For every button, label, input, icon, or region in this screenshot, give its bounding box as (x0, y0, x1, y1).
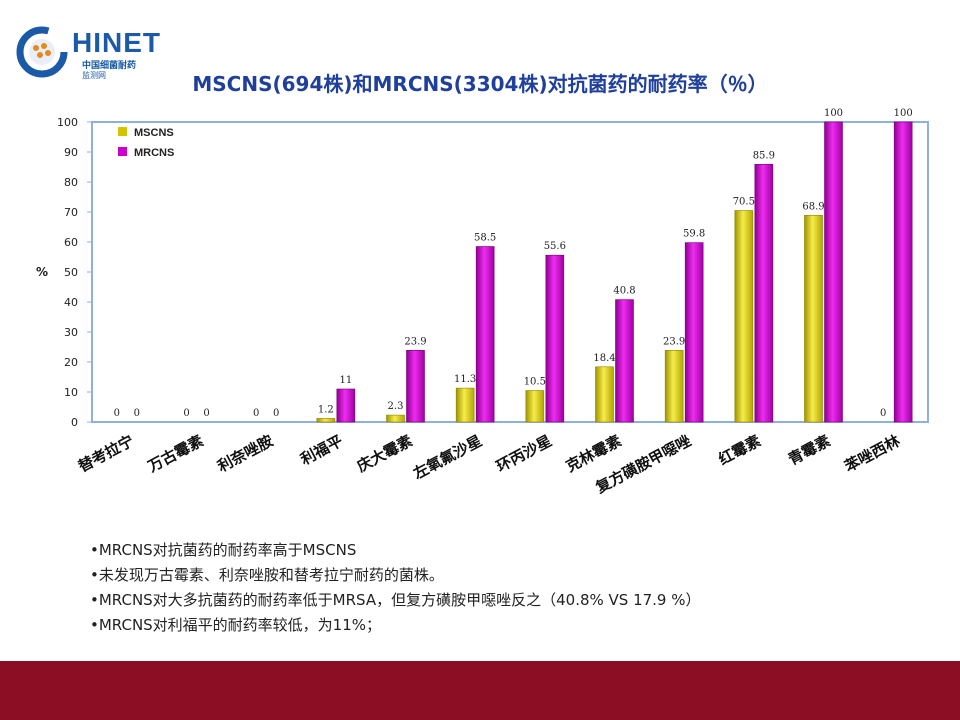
y-tick-label: 70 (64, 206, 78, 219)
footer-bar (0, 661, 960, 720)
bar-mrcns (615, 299, 634, 423)
bar-mrcns (475, 246, 495, 423)
x-tick-label: 青霉素 (785, 432, 833, 469)
bar-mrcns (406, 350, 425, 423)
data-label: 1.2 (318, 404, 334, 415)
y-tick-label: 60 (64, 236, 78, 249)
note-item: •MRCNS对利福平的耐药率较低，为11%； (90, 616, 382, 634)
data-label: 0 (253, 408, 259, 419)
logo-text: HINET (72, 27, 161, 58)
x-tick-label: 红霉素 (716, 432, 764, 469)
data-label: 100 (824, 108, 843, 119)
bar-chart: 0 10 20 30 40 50 60 70 80 90 100% 0 0 替考拉宁 0 0 万古霉素 0 0 利奈唑… (36, 108, 929, 497)
legend-swatch (118, 147, 127, 156)
bar-mrcns (893, 121, 913, 423)
legend-label: MSCNS (134, 127, 174, 139)
y-tick-label: 30 (64, 326, 78, 339)
data-label: 11 (339, 375, 352, 386)
y-tick-label: 20 (64, 356, 78, 369)
note-item: •未发现万古霉素、利奈唑胺和替考拉宁耐药的菌株。 (90, 566, 444, 584)
y-tick-label: 100 (57, 116, 78, 129)
note-item: •MRCNS对抗菌药的耐药率高于MSCNS (90, 541, 357, 559)
bar-mrcns (545, 254, 565, 423)
x-tick-label: 环丙沙星 (493, 432, 554, 476)
bar-mscns (525, 390, 545, 423)
data-label: 55.6 (544, 241, 566, 252)
bar-mscns (455, 387, 475, 423)
data-label: 2.3 (388, 401, 404, 412)
y-tick-label: 80 (64, 176, 78, 189)
data-label: 0 (114, 408, 120, 419)
legend-swatch (118, 127, 127, 136)
plot-frame (91, 121, 929, 423)
x-tick-label: 万古霉素 (144, 432, 206, 477)
data-label: 0 (183, 408, 189, 419)
hinet-logo: HINET 中国细菌耐药 监测网 (12, 22, 162, 82)
data-label: 10.5 (524, 377, 546, 388)
data-label: 0 (273, 408, 279, 419)
bar-mscns (804, 215, 823, 423)
x-tick-label: 庆大霉素 (354, 432, 415, 476)
y-tick-label: 50 (64, 266, 78, 279)
bar-mscns (734, 210, 754, 423)
x-tick-label: 替考拉宁 (75, 432, 136, 476)
bar-mrcns (754, 164, 774, 423)
data-label: 0 (203, 408, 209, 419)
legend-label: MRCNS (134, 147, 174, 159)
data-label: 18.4 (593, 353, 615, 364)
data-label: 40.8 (613, 286, 635, 297)
logo-subtitle-2: 监测网 (82, 71, 106, 80)
x-tick-label: 利奈唑胺 (215, 432, 276, 476)
bar-mrcns (824, 121, 843, 423)
data-label: 11.3 (454, 374, 476, 385)
bar-mscns (386, 414, 405, 423)
y-tick-label: 90 (64, 146, 78, 159)
data-label: 58.5 (474, 233, 496, 244)
data-label: 70.5 (733, 197, 755, 208)
bar-mscns (664, 350, 684, 423)
x-tick-label: 苯唑西林 (841, 431, 904, 476)
x-tick-label: 利福平 (298, 432, 346, 469)
data-label: 23.9 (404, 336, 426, 347)
logo-subtitle: 中国细菌耐药 (82, 61, 137, 71)
bar-mrcns (684, 242, 704, 423)
data-label: 59.8 (683, 229, 705, 240)
data-label: 0 (880, 408, 886, 419)
data-label: 0 (134, 408, 140, 419)
notes-list: •MRCNS对抗菌药的耐药率高于MSCNS •未发现万古霉素、利奈唑胺和替考拉宁… (90, 538, 701, 638)
note-item: •MRCNS对大多抗菌药的耐药率低于MRSA，但复方磺胺甲噁唑反之（40.8% … (90, 591, 701, 609)
data-label: 68.9 (802, 201, 824, 212)
y-tick-label: 10 (64, 386, 78, 399)
x-tick-label: 左氧氟沙星 (409, 432, 485, 484)
y-tick-label: 40 (64, 296, 78, 309)
data-label: 100 (894, 108, 913, 119)
slide-title: MSCNS(694株)和MRCNS(3304株)对抗菌药的耐药率（％） (192, 72, 768, 96)
bar-mrcns (336, 388, 356, 423)
data-label: 85.9 (753, 150, 775, 161)
y-axis-label: % (36, 265, 48, 279)
bar-mscns (316, 418, 336, 423)
logo-globe-icon (16, 26, 68, 78)
bar-mscns (595, 366, 614, 423)
y-tick-label: 0 (71, 416, 78, 429)
data-label: 23.9 (663, 336, 685, 347)
